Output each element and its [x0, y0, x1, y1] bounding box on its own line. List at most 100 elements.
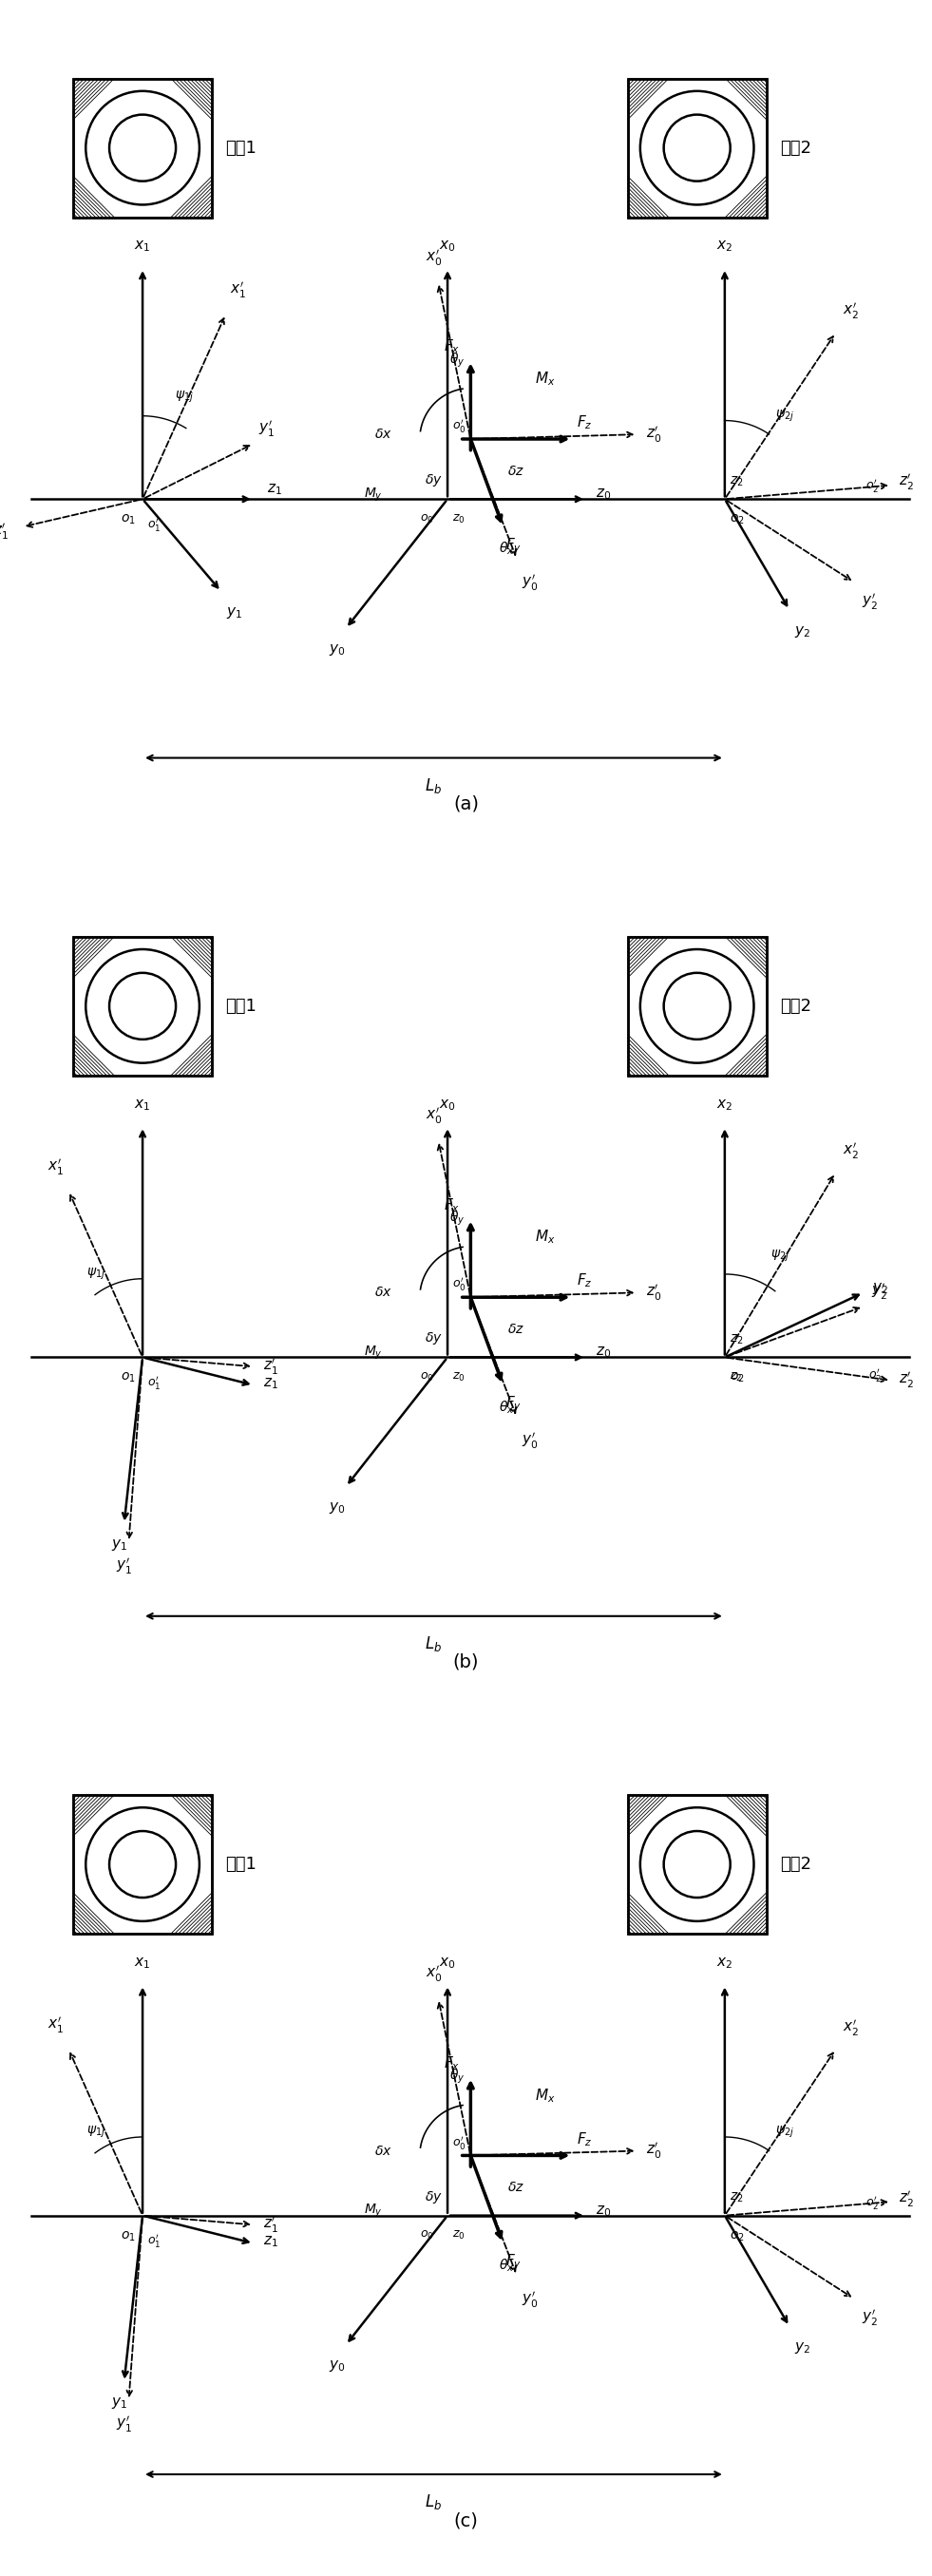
- Text: $z_0$: $z_0$: [452, 1370, 465, 1383]
- Text: $y_1$: $y_1$: [111, 1538, 128, 1553]
- Text: $\psi_{2j}$: $\psi_{2j}$: [771, 1247, 790, 1262]
- Polygon shape: [74, 77, 212, 216]
- Text: $o_0'$: $o_0'$: [452, 1275, 466, 1293]
- Text: $z_0'$: $z_0'$: [646, 425, 662, 446]
- Text: $o_1'$: $o_1'$: [147, 1373, 161, 1391]
- Text: $y_1'$: $y_1'$: [116, 2414, 132, 2434]
- Text: $x_2'$: $x_2'$: [843, 1141, 859, 1162]
- Polygon shape: [628, 938, 766, 1074]
- Text: $y_2'$: $y_2'$: [861, 592, 878, 611]
- Text: (c): (c): [454, 2512, 478, 2530]
- Text: $z_2$: $z_2$: [730, 2190, 743, 2205]
- Text: $\delta z$: $\delta z$: [508, 464, 525, 479]
- Text: $z_1'$: $z_1'$: [0, 520, 8, 541]
- Text: $F_x$: $F_x$: [444, 1195, 459, 1213]
- Text: $o_0$: $o_0$: [419, 513, 433, 526]
- Polygon shape: [74, 1795, 212, 1935]
- Text: $\delta y$: $\delta y$: [425, 2190, 443, 2205]
- Text: $y_1'$: $y_1'$: [116, 1556, 132, 1577]
- Text: $o_1'$: $o_1'$: [147, 515, 161, 533]
- Text: $M_y$: $M_y$: [364, 1345, 383, 1360]
- Text: $\delta y$: $\delta y$: [425, 471, 443, 489]
- Text: $F_y$: $F_y$: [506, 1394, 522, 1414]
- Polygon shape: [628, 1795, 766, 1935]
- Text: $z_2$: $z_2$: [730, 474, 743, 487]
- Text: $L_b$: $L_b$: [425, 775, 443, 796]
- Text: $x_2'$: $x_2'$: [843, 301, 859, 322]
- Text: $\theta_y$: $\theta_y$: [449, 1211, 464, 1229]
- Text: $F_x$: $F_x$: [444, 337, 459, 355]
- Text: $M_x$: $M_x$: [535, 2087, 555, 2105]
- Text: $o_2$: $o_2$: [730, 513, 745, 526]
- Text: 轴承2: 轴承2: [780, 997, 812, 1015]
- Text: $o_1'$: $o_1'$: [147, 2233, 161, 2249]
- Circle shape: [640, 1808, 754, 1922]
- Circle shape: [86, 1808, 199, 1922]
- Text: $x_1$: $x_1$: [134, 1955, 151, 1971]
- Circle shape: [664, 1832, 731, 1899]
- Text: $\psi_{1j}$: $\psi_{1j}$: [175, 389, 194, 404]
- Circle shape: [109, 974, 176, 1038]
- Text: $y_0'$: $y_0'$: [521, 572, 538, 592]
- Text: $z_0$: $z_0$: [596, 1345, 610, 1360]
- Circle shape: [86, 951, 199, 1064]
- Text: $M_y$: $M_y$: [364, 487, 383, 502]
- Text: $z_1$: $z_1$: [263, 1376, 278, 1391]
- Text: $x_1$: $x_1$: [134, 1097, 151, 1113]
- Text: $o_1$: $o_1$: [120, 513, 135, 526]
- Text: $y_1$: $y_1$: [226, 605, 242, 621]
- Text: $M_x$: $M_x$: [535, 1229, 555, 1247]
- Text: $x_0$: $x_0$: [439, 1097, 456, 1113]
- Text: $o_2$: $o_2$: [730, 1370, 745, 1386]
- Text: $y_2'$: $y_2'$: [861, 2308, 878, 2329]
- Text: $\psi_{2j}$: $\psi_{2j}$: [775, 2125, 795, 2141]
- Text: $\psi_{2j}$: $\psi_{2j}$: [775, 407, 795, 422]
- Text: $\theta_y$: $\theta_y$: [449, 350, 464, 371]
- Text: $x_2$: $x_2$: [717, 1097, 733, 1113]
- Circle shape: [640, 951, 754, 1064]
- Text: $\psi_{1j}$: $\psi_{1j}$: [87, 1267, 105, 1283]
- Text: $z_0'$: $z_0'$: [646, 2141, 662, 2161]
- Text: $\delta y$: $\delta y$: [425, 1332, 443, 1347]
- Circle shape: [664, 974, 731, 1038]
- Text: $\delta x$: $\delta x$: [374, 2143, 392, 2159]
- Text: $o_0$: $o_0$: [419, 2228, 433, 2241]
- Text: $o_0'$: $o_0'$: [452, 417, 466, 435]
- Text: $F_z$: $F_z$: [577, 1273, 593, 1291]
- Text: $y_2$: $y_2$: [794, 2342, 810, 2354]
- Text: (a): (a): [453, 796, 479, 814]
- Text: $y_0'$: $y_0'$: [521, 1432, 538, 1450]
- Text: $y_0$: $y_0$: [328, 2360, 345, 2375]
- Text: $z_1'$: $z_1'$: [263, 2215, 278, 2236]
- Text: $y_2$: $y_2$: [872, 1280, 889, 1296]
- Text: $x_2$: $x_2$: [717, 240, 733, 255]
- Text: $x_1'$: $x_1'$: [48, 2014, 64, 2035]
- Text: $x_0'$: $x_0'$: [425, 247, 442, 268]
- Text: $\delta z$: $\delta z$: [508, 2182, 525, 2195]
- Text: $y_0$: $y_0$: [328, 641, 345, 657]
- Text: $\psi_{1j}$: $\psi_{1j}$: [87, 2125, 105, 2141]
- Text: $z_0$: $z_0$: [452, 513, 465, 526]
- Text: $x_0$: $x_0$: [439, 240, 456, 255]
- Text: $x_2$: $x_2$: [717, 1955, 733, 1971]
- Text: $x_0'$: $x_0'$: [425, 1965, 442, 1984]
- Text: $x_2'$: $x_2'$: [843, 2017, 859, 2038]
- Text: $x_0'$: $x_0'$: [425, 1105, 442, 1126]
- Text: $\delta x$: $\delta x$: [374, 1285, 392, 1298]
- Text: $F_y$: $F_y$: [506, 536, 522, 556]
- Text: $\delta x$: $\delta x$: [374, 428, 392, 440]
- Circle shape: [664, 113, 731, 180]
- Text: $z_0$: $z_0$: [596, 2202, 610, 2218]
- Text: $\theta_y$: $\theta_y$: [449, 2069, 464, 2087]
- Text: $F_z$: $F_z$: [577, 415, 593, 433]
- Polygon shape: [74, 938, 212, 1074]
- Text: $z_2'$: $z_2'$: [898, 1370, 913, 1391]
- Text: 轴承1: 轴承1: [226, 1855, 257, 1873]
- Text: $F_y$: $F_y$: [506, 2251, 522, 2272]
- Text: $o_0$: $o_0$: [419, 1370, 433, 1383]
- Text: $y_0'$: $y_0'$: [521, 2290, 538, 2311]
- Text: $L_b$: $L_b$: [425, 2494, 443, 2512]
- Text: $o_1$: $o_1$: [120, 1370, 135, 1386]
- Text: $L_b$: $L_b$: [425, 1636, 443, 1654]
- Text: $z_0$: $z_0$: [596, 487, 610, 502]
